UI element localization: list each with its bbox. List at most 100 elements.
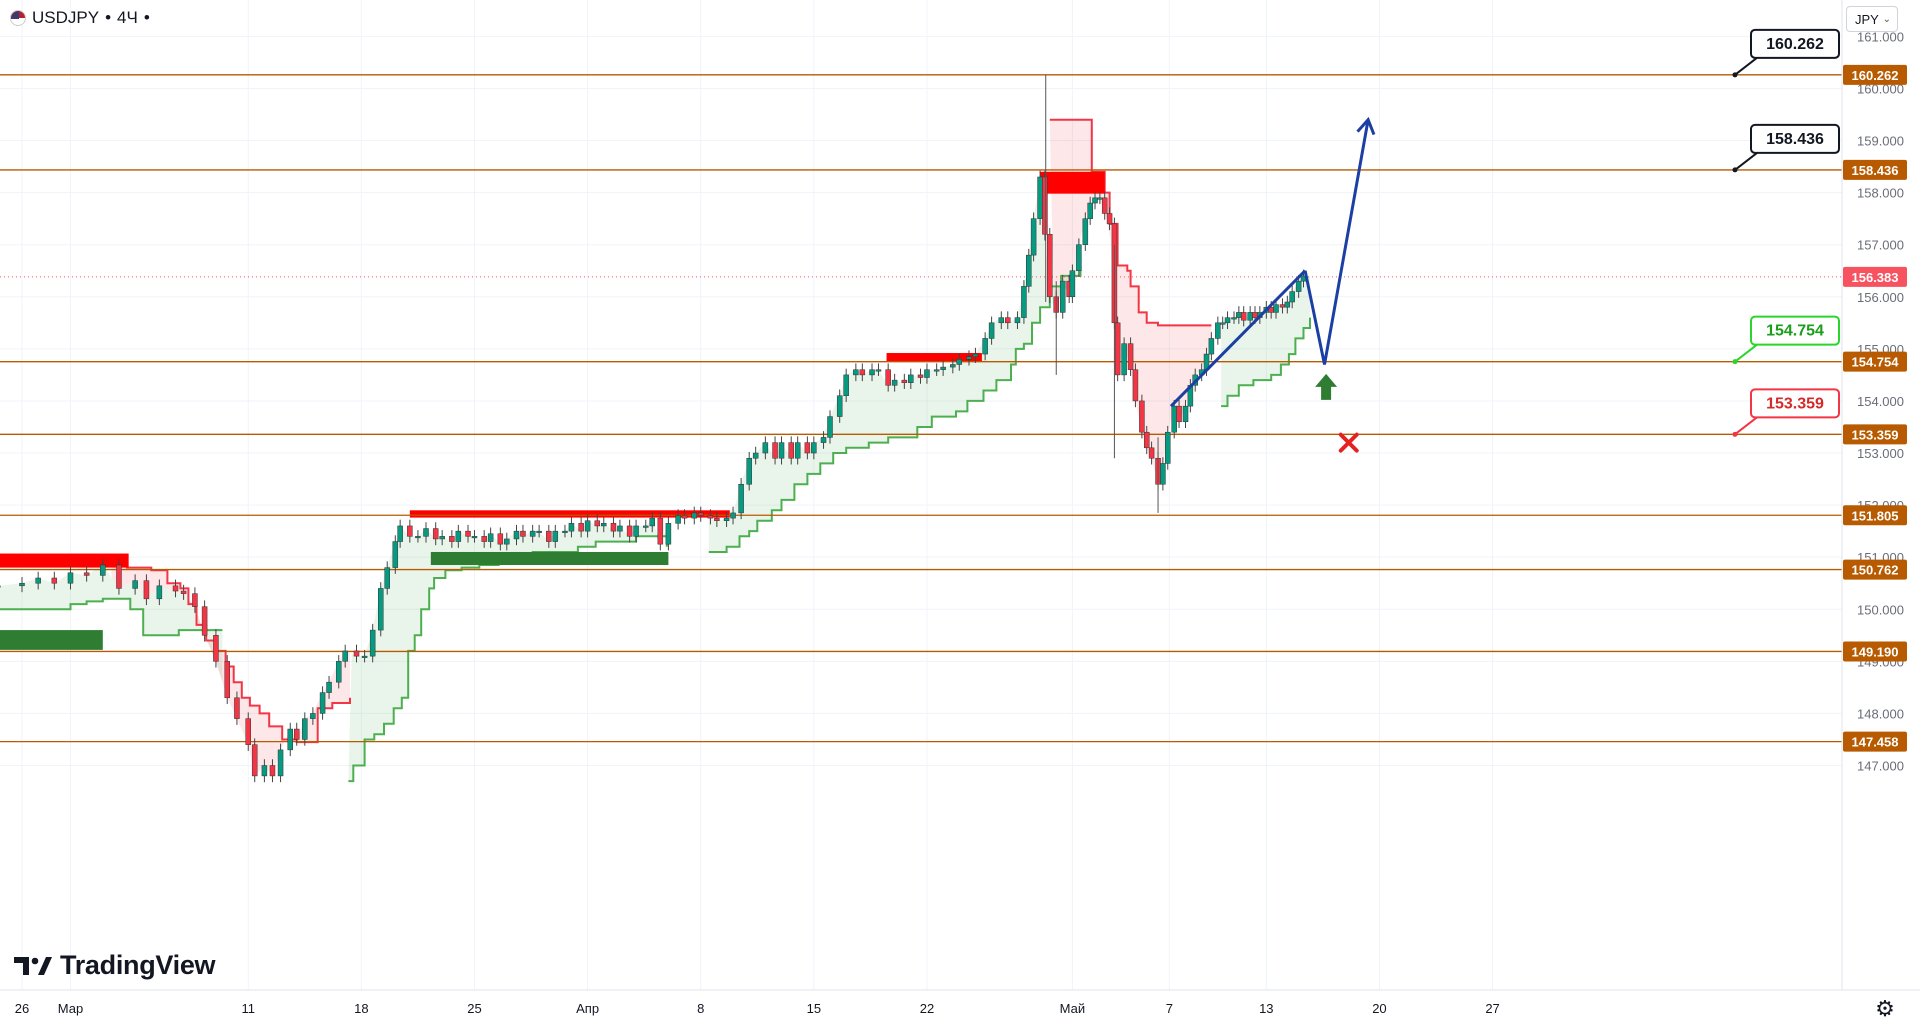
candle-body bbox=[1171, 405, 1177, 433]
candle-body bbox=[1076, 244, 1082, 271]
candle-body bbox=[601, 523, 607, 527]
time-tick-label: 11 bbox=[241, 1001, 255, 1016]
us-flag-icon bbox=[10, 10, 26, 26]
symbol-title[interactable]: USDJPY • 4Ч • bbox=[10, 8, 150, 28]
candle-body bbox=[836, 395, 843, 417]
support-shading bbox=[348, 520, 667, 782]
time-tick-label: 25 bbox=[467, 1001, 481, 1016]
candle-body bbox=[192, 593, 198, 607]
level-price-tag-bg bbox=[1843, 505, 1907, 526]
candle-body bbox=[1219, 322, 1226, 325]
candle-body bbox=[1273, 304, 1279, 313]
level-price-tag: 158.436 bbox=[1852, 163, 1899, 178]
candle-body bbox=[901, 379, 908, 383]
time-tick-label: 27 bbox=[1485, 1001, 1499, 1016]
candle-body bbox=[762, 442, 769, 454]
time-tick-label: 15 bbox=[807, 1001, 821, 1016]
candle-body bbox=[1042, 176, 1048, 235]
candle-body bbox=[1295, 280, 1302, 292]
candle-body bbox=[885, 369, 891, 386]
level-price-tag: 147.458 bbox=[1852, 735, 1899, 750]
candle-body bbox=[234, 697, 240, 719]
candle-body bbox=[213, 635, 219, 662]
level-price-tag-bg bbox=[1843, 351, 1907, 372]
price-callout[interactable] bbox=[1750, 123, 1840, 154]
price-callout[interactable] bbox=[1750, 388, 1840, 419]
current-price-tag-bg bbox=[1843, 266, 1907, 287]
candle-body bbox=[319, 692, 326, 714]
callout-anchor bbox=[1732, 431, 1738, 437]
candle-body bbox=[649, 517, 655, 527]
candle-body bbox=[1279, 304, 1286, 308]
supply-zone[interactable] bbox=[409, 510, 730, 518]
candle-body bbox=[1182, 405, 1189, 423]
candle-body bbox=[536, 530, 542, 533]
candle-body bbox=[261, 765, 268, 777]
supply-zone[interactable] bbox=[886, 353, 982, 362]
candle-body bbox=[998, 317, 1005, 324]
supply-zone[interactable] bbox=[0, 553, 129, 568]
supply-zone[interactable] bbox=[1040, 171, 1105, 194]
candle-body bbox=[950, 364, 956, 368]
candle-body bbox=[310, 713, 316, 719]
demand-zone[interactable] bbox=[430, 551, 669, 565]
invalidation-x-icon[interactable] bbox=[1338, 432, 1359, 453]
candle-body bbox=[132, 580, 138, 589]
candle-body bbox=[35, 577, 41, 584]
level-price-tag: 154.754 bbox=[1852, 355, 1900, 370]
candle-body bbox=[772, 442, 778, 459]
currency-selector[interactable]: JPY ⌄ bbox=[1846, 6, 1898, 32]
candle-body bbox=[116, 564, 122, 589]
wedge-trendline[interactable] bbox=[1169, 269, 1307, 408]
candle-body bbox=[361, 655, 368, 658]
price-callout-label: 154.754 bbox=[1766, 323, 1824, 340]
buy-arrow-icon[interactable] bbox=[1315, 373, 1338, 400]
price-axis[interactable]: 147.000148.000149.000150.000151.000152.0… bbox=[1857, 29, 1904, 773]
candle-body bbox=[578, 523, 584, 532]
zone-layer bbox=[0, 171, 1105, 650]
candle-body bbox=[423, 528, 429, 537]
candle-body bbox=[697, 512, 704, 516]
candle-body bbox=[481, 536, 487, 542]
time-tick-label: 7 bbox=[1166, 1001, 1173, 1016]
candle-body bbox=[584, 520, 591, 532]
candle-body bbox=[891, 379, 898, 386]
projection-path[interactable] bbox=[1303, 119, 1370, 365]
candle-body bbox=[746, 457, 752, 485]
time-axis[interactable]: 26 Мар 11 18 25 Апр 8 15 22 Май 7 13 20 27 bbox=[15, 1001, 1500, 1016]
price-tags: 160.262 158.436 154.754 153.359 151.805 150.7… bbox=[1843, 64, 1907, 752]
demand-zone[interactable] bbox=[0, 630, 103, 650]
title-separator: • bbox=[143, 8, 150, 27]
tradingview-logo[interactable]: TradingView bbox=[14, 950, 216, 981]
candle-body bbox=[1121, 343, 1127, 376]
candle-body bbox=[1021, 286, 1027, 318]
candle-body bbox=[487, 533, 494, 542]
callout-leader bbox=[1734, 343, 1758, 363]
candle-body bbox=[681, 515, 688, 519]
candle-body bbox=[1252, 312, 1258, 318]
settings-gear-icon[interactable]: ⚙ bbox=[1875, 996, 1895, 1021]
price-callout[interactable] bbox=[1750, 315, 1840, 346]
trail-layer bbox=[0, 118, 1311, 783]
callout-anchor bbox=[1732, 72, 1738, 78]
support-shading bbox=[0, 566, 223, 683]
level-price-tag-bg bbox=[1843, 424, 1907, 445]
candle-body bbox=[293, 728, 300, 740]
candle-body bbox=[1069, 270, 1076, 298]
level-price-tag: 150.762 bbox=[1852, 563, 1899, 578]
candle-body bbox=[908, 374, 914, 383]
price-tick-label: 159.000 bbox=[1857, 134, 1904, 149]
level-price-tag-bg bbox=[1843, 559, 1907, 580]
price-callout[interactable] bbox=[1750, 28, 1840, 59]
candle-body bbox=[1092, 197, 1098, 204]
candle-body bbox=[940, 366, 946, 370]
candle-body bbox=[738, 484, 744, 514]
candle-body bbox=[714, 517, 720, 521]
price-tick-label: 147.000 bbox=[1857, 759, 1904, 774]
candle-body bbox=[1132, 369, 1139, 402]
price-tick-label: 154.000 bbox=[1857, 394, 1904, 409]
candles bbox=[0, 74, 1307, 783]
candle-body bbox=[730, 512, 736, 519]
candle-body bbox=[1289, 291, 1295, 303]
